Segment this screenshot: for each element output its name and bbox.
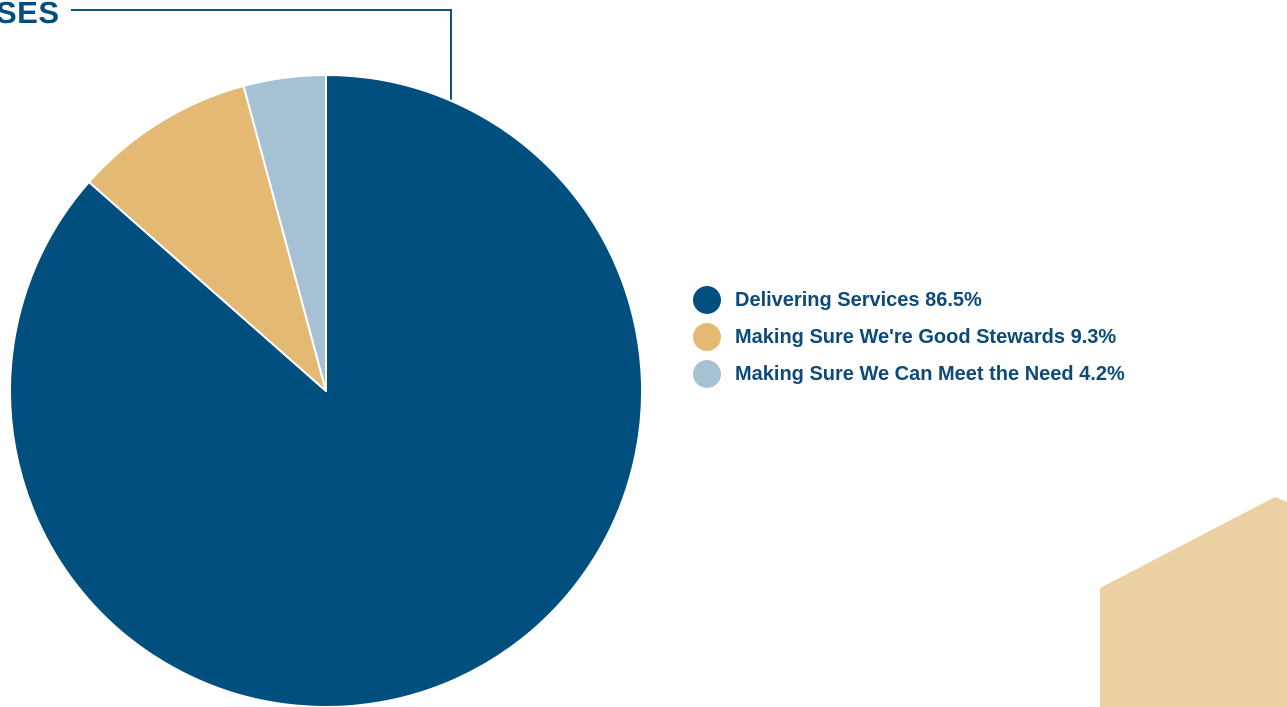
section-heading: SES: [0, 0, 60, 30]
legend-item: Making Sure We Can Meet the Need 4.2%: [693, 359, 1125, 389]
legend-item: Making Sure We're Good Stewards 9.3%: [693, 322, 1125, 352]
legend-swatch-good-stewards: [693, 323, 721, 351]
pie-slice-good-stewards: [87, 84, 327, 392]
legend-label: Making Sure We're Good Stewards 9.3%: [735, 325, 1117, 348]
legend-swatch-meet-the-need: [693, 360, 721, 388]
pie-slice-meet-the-need: [242, 74, 327, 392]
pie-slices: [9, 74, 643, 707]
decorative-shape: [1100, 497, 1287, 707]
legend-label: Making Sure We Can Meet the Need 4.2%: [735, 362, 1125, 385]
legend-label: Delivering Services 86.5%: [735, 288, 982, 311]
chart-legend: Delivering Services 86.5% Making Sure We…: [693, 285, 1125, 396]
legend-item: Delivering Services 86.5%: [693, 285, 1125, 315]
legend-swatch-delivering-services: [693, 286, 721, 314]
